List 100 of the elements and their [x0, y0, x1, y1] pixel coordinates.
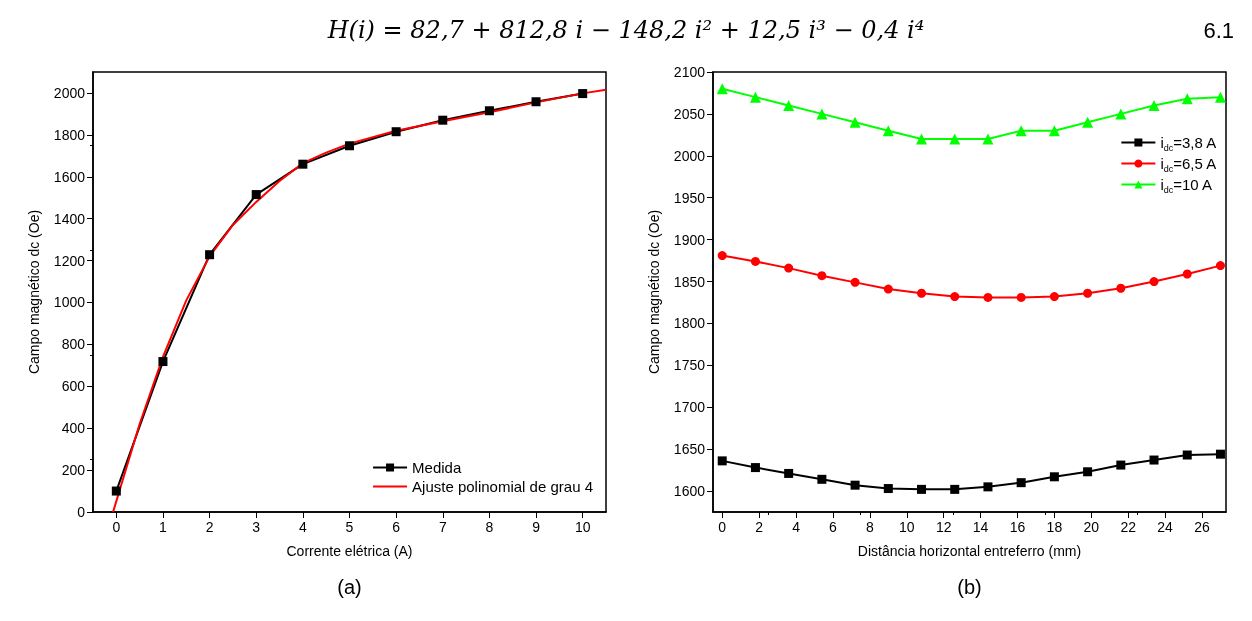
point	[883, 284, 893, 294]
x-tick-label: 8	[485, 519, 494, 535]
text: (b)	[956, 576, 983, 599]
point	[916, 133, 928, 145]
x-tick-label: 14	[972, 519, 989, 535]
y-axis-title: Campo magnético dc (Oe)	[646, 209, 662, 375]
x-tick-label: 6	[829, 519, 838, 535]
point	[917, 484, 927, 494]
x-tick-label: 0	[718, 519, 727, 535]
x-tick-label: 20	[1083, 519, 1100, 535]
point	[531, 97, 541, 107]
point	[817, 474, 827, 484]
point	[578, 89, 588, 99]
x-tick-label: 4	[298, 519, 307, 535]
point	[1115, 108, 1127, 120]
point	[850, 480, 860, 490]
point	[1149, 455, 1159, 465]
y-tick-label: 1200	[53, 252, 86, 269]
point	[783, 100, 795, 112]
point	[1116, 283, 1126, 293]
point	[1048, 125, 1060, 137]
y-tick-label: 1850	[673, 273, 706, 290]
point	[1082, 116, 1094, 128]
point	[391, 127, 401, 137]
y-tick-label: 1900	[673, 231, 706, 248]
x-tick-label: 22	[1120, 519, 1137, 535]
legend-label: Ajuste polinomial de grau 4	[412, 478, 594, 495]
point	[1148, 100, 1160, 112]
x-tick-label: 2	[205, 519, 214, 535]
text: H(i) = 82,7 + 812,8 i − 148,2 i² + 12,5 i³ − 0,4 i⁴	[327, 16, 925, 44]
point	[484, 106, 494, 116]
point	[716, 83, 728, 95]
point	[750, 463, 760, 473]
y-tick-label: 1950	[673, 189, 706, 206]
y-tick-label: 600	[61, 378, 86, 395]
x-tick-label: 10	[898, 519, 915, 535]
x-tick-label: 5	[345, 519, 354, 535]
y-tick-label: 1800	[673, 315, 706, 332]
x-axis-title: Distância horizontal entreferro (mm)	[857, 543, 1082, 559]
point	[983, 482, 993, 492]
point	[717, 456, 727, 466]
point	[1181, 93, 1193, 105]
y-tick-label: 800	[61, 336, 86, 353]
y-tick-label: 2100	[673, 64, 706, 80]
point	[950, 484, 960, 494]
x-axis-title: Corrente elétrica (A)	[286, 543, 413, 559]
x-tick-label: 12	[935, 519, 952, 535]
y-tick-label: 1000	[53, 294, 86, 311]
point	[1016, 478, 1026, 488]
point	[1016, 292, 1026, 302]
point	[1049, 292, 1059, 302]
y-tick-label: 200	[61, 462, 86, 479]
point	[750, 256, 760, 266]
x-tick-label: 10	[574, 519, 591, 535]
y-tick-label: 1600	[53, 168, 86, 185]
point	[1215, 261, 1225, 271]
y-tick-label: 1650	[673, 441, 706, 458]
point	[784, 468, 794, 478]
x-tick-label: 7	[438, 519, 447, 535]
y-tick-label: 2000	[673, 147, 706, 164]
point	[983, 292, 993, 302]
y-tick-label: 1600	[673, 483, 706, 500]
x-tick-label: 4	[792, 519, 801, 535]
y-tick-label: 1800	[53, 126, 86, 143]
x-tick-label: 1	[159, 519, 168, 535]
point	[158, 357, 168, 367]
point	[251, 190, 261, 200]
x-tick-label: 9	[532, 519, 541, 535]
y-tick-label: 1750	[673, 357, 706, 374]
x-tick-label: 24	[1157, 519, 1174, 535]
point	[917, 288, 927, 298]
point	[1215, 449, 1225, 459]
point	[717, 251, 727, 261]
point	[883, 484, 893, 494]
point	[1015, 125, 1027, 137]
y-tick-label: 0	[77, 504, 86, 520]
x-tick-label: 3	[252, 519, 261, 535]
point	[205, 250, 215, 260]
point	[1116, 460, 1126, 470]
point	[850, 277, 860, 287]
point	[438, 115, 448, 125]
point	[982, 133, 994, 145]
x-tick-label: 0	[112, 519, 121, 535]
point	[1182, 269, 1192, 279]
point	[882, 125, 894, 137]
legend-label: Medida	[412, 459, 462, 476]
x-tick-label: 18	[1046, 519, 1063, 535]
point	[1149, 277, 1159, 287]
point	[784, 263, 794, 273]
point	[950, 292, 960, 302]
point	[1049, 472, 1059, 482]
text: (a)	[336, 576, 363, 599]
point	[111, 486, 121, 496]
y-tick-label: 2000	[53, 84, 86, 101]
text: 6.1	[1203, 18, 1234, 44]
point	[817, 271, 827, 281]
y-axis-title: Campo magnético dc (Oe)	[26, 209, 42, 375]
point	[749, 91, 761, 103]
point	[345, 141, 354, 151]
y-tick-label: 1400	[53, 210, 86, 227]
